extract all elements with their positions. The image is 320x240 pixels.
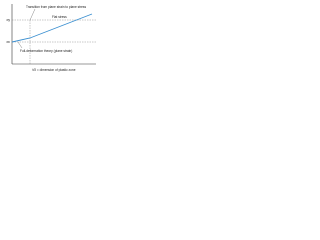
leader bbox=[29, 8, 36, 21]
curve bbox=[11, 13, 93, 43]
axis-label: σc bbox=[6, 40, 10, 44]
leader bbox=[17, 41, 23, 49]
background bbox=[0, 0, 100, 80]
diagram: Transition from plane strain to plane st… bbox=[0, 0, 100, 80]
annotation: Flat stress bbox=[52, 15, 67, 19]
annotation: Full-deformation theory (plane strain) bbox=[20, 49, 72, 53]
axis-label: σy bbox=[6, 18, 10, 22]
axis-label: t/δ = dimension of plastic zone bbox=[33, 68, 76, 72]
annotation: Transition from plane strain to plane st… bbox=[26, 5, 87, 9]
